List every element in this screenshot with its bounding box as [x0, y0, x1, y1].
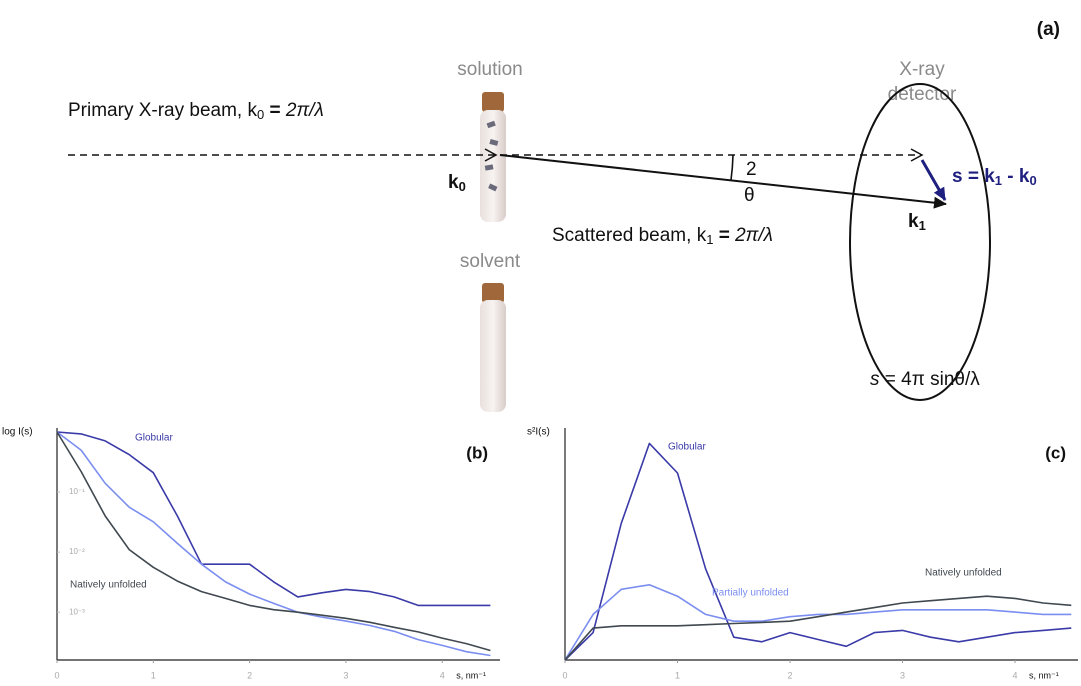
x-tick-label: 3 — [900, 670, 905, 680]
detector — [849, 83, 991, 401]
y-axis-label: s²I(s) — [527, 427, 550, 438]
x-tick-label: 4 — [1012, 670, 1017, 680]
s-vector-label: s = k1 - k0 — [952, 166, 1037, 188]
angle-arc — [730, 154, 734, 181]
x-tick-label: 1 — [151, 670, 156, 680]
panel-label: (b) — [466, 443, 488, 462]
k1-label: k1 — [908, 211, 926, 233]
solution-label: solution — [457, 59, 523, 80]
formula: s = 4π sinθ/λ — [870, 369, 980, 390]
series-line — [56, 431, 491, 652]
angle-label: 2 — [746, 159, 757, 180]
primary-beam-label: Primary X-ray beam, k0 = 2π/λ — [68, 100, 324, 122]
series-line — [564, 595, 1072, 661]
series-label: Natively unfolded — [925, 568, 1002, 579]
solvent-label: solvent — [460, 251, 521, 272]
y-axis-label: log I(s) — [2, 427, 33, 438]
scattered-beam — [499, 154, 947, 209]
x-tick-label: 3 — [343, 670, 348, 680]
x-axis-label: s, nm⁻¹ — [1029, 670, 1059, 680]
x-tick-label: 0 — [562, 670, 567, 680]
panel-label: (a) — [1037, 19, 1060, 40]
k0-label: k0 — [448, 172, 466, 194]
angle-label: θ — [744, 185, 755, 206]
series-label: Natively unfolded — [70, 580, 147, 591]
y-tick-label: 10⁻² — [69, 547, 85, 556]
x-tick-label: 2 — [787, 670, 792, 680]
x-tick-label: 0 — [54, 670, 59, 680]
detector-label: X-ray — [899, 59, 945, 80]
series-label: Globular — [668, 442, 706, 453]
series-line — [564, 584, 1072, 661]
solution-tube — [480, 92, 506, 222]
x-tick-label: 2 — [247, 670, 252, 680]
series-label: Partially unfolded — [712, 588, 789, 599]
scattered-beam-label: Scattered beam, k1 = 2π/λ — [552, 225, 773, 247]
solvent-tube — [480, 283, 506, 412]
s-vector — [920, 159, 947, 201]
y-tick-label: 10⁻¹ — [69, 487, 85, 496]
x-tick-label: 4 — [440, 670, 445, 680]
panel-label: (c) — [1045, 443, 1066, 462]
series-line — [56, 431, 491, 657]
series-line — [564, 442, 1072, 661]
y-tick-label: 10⁻³ — [69, 607, 85, 616]
x-tick-label: 1 — [675, 670, 680, 680]
x-axis-label: s, nm⁻¹ — [456, 670, 486, 680]
series-label: Globular — [135, 433, 173, 444]
series-line — [56, 431, 491, 607]
